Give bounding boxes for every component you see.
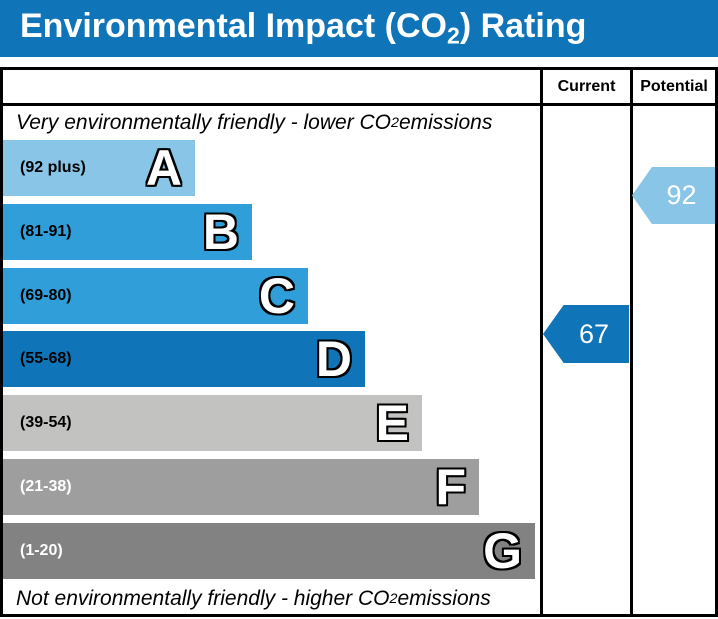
current-column-header: Current <box>557 77 616 95</box>
band-range-label: (21-38) <box>20 478 72 495</box>
rating-table: Current Potential Very environmentally f… <box>0 67 718 617</box>
bottom-note-post: emissions <box>397 587 491 610</box>
column-divider-current <box>540 70 543 614</box>
top-note-pre: Very environmentally friendly - lower CO <box>16 111 392 134</box>
bottom-note: Not environmentally friendly - higher CO… <box>16 582 536 616</box>
band-letter: E <box>375 395 409 451</box>
band-range-label: (81-91) <box>20 223 72 240</box>
top-note-post: emissions <box>398 111 493 134</box>
band-letter: G <box>483 523 522 579</box>
current-rating-arrow: 67 <box>543 305 629 363</box>
band-letter: B <box>202 204 239 260</box>
title-subscript: 2 <box>446 22 460 49</box>
band-range-label: (39-54) <box>20 414 72 431</box>
potential-column-header: Potential <box>640 77 708 95</box>
title-text-pre: Environmental Impact (CO <box>20 7 447 46</box>
header-divider <box>3 103 715 106</box>
column-divider-potential <box>630 70 633 614</box>
top-note: Very environmentally friendly - lower CO… <box>16 106 536 140</box>
top-note-subscript: 2 <box>391 115 399 131</box>
band-range-label: (55-68) <box>20 350 72 367</box>
bottom-note-pre: Not environmentally friendly - higher CO <box>16 587 390 610</box>
potential-rating-value: 92 <box>666 180 697 210</box>
rating-bands: (92 plus) A (81-91) B (69-80) C (55-68) D (39-54… <box>3 70 540 614</box>
band-range-label: (92 plus) <box>20 159 86 176</box>
band-letter: D <box>315 331 352 387</box>
band-letter: C <box>258 268 295 324</box>
band-row-A: (92 plus) A <box>3 140 195 196</box>
band-row-B: (81-91) B <box>3 204 252 260</box>
band-row-G: (1-20) G <box>3 523 535 579</box>
title-bar: Environmental Impact (CO2) Rating <box>0 0 718 57</box>
band-letter: F <box>435 459 466 515</box>
band-row-C: (69-80) C <box>3 268 308 324</box>
band-range-label: (1-20) <box>20 542 63 559</box>
current-rating-value: 67 <box>578 318 610 349</box>
band-letter: A <box>145 140 182 196</box>
potential-rating-arrow: 92 <box>632 167 715 224</box>
band-row-F: (21-38) F <box>3 459 479 515</box>
band-row-E: (39-54) E <box>3 395 422 451</box>
band-range-label: (69-80) <box>20 287 72 304</box>
page-title: Environmental Impact (CO2) Rating <box>20 7 586 49</box>
band-row-D: (55-68) D <box>3 331 365 387</box>
bottom-note-subscript: 2 <box>389 591 398 607</box>
title-text-post: ) Rating <box>459 7 587 46</box>
